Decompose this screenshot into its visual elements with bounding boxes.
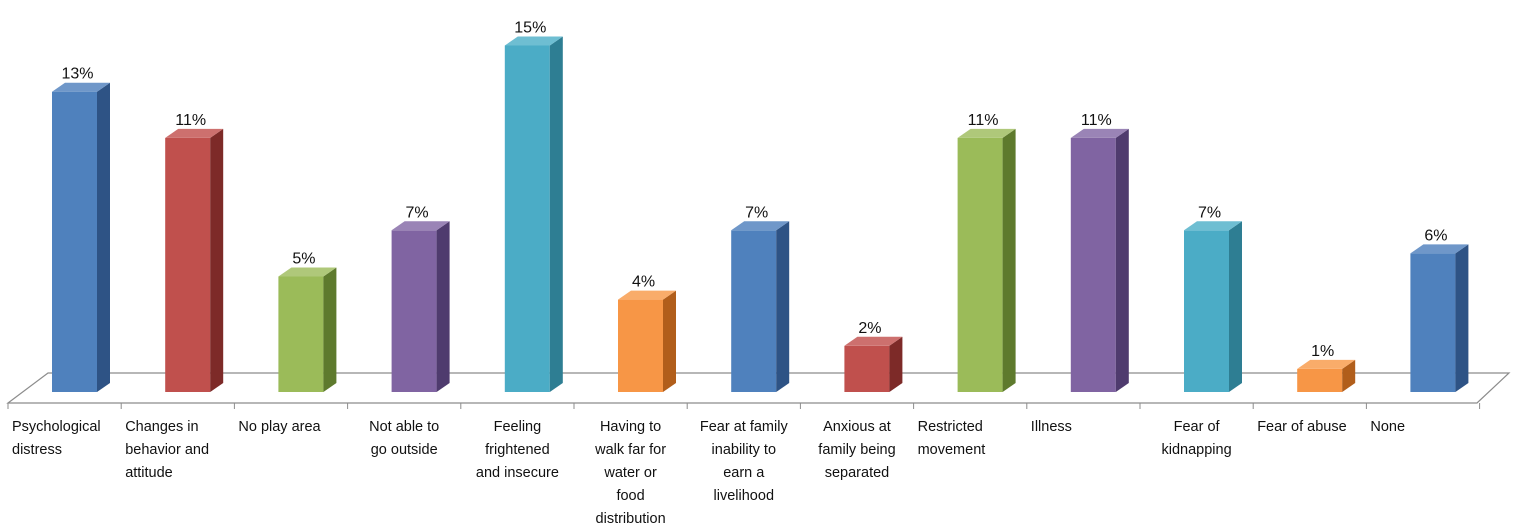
bar-front xyxy=(391,230,437,392)
bar-front xyxy=(165,137,211,392)
bar-top xyxy=(1297,359,1356,369)
category-label: Illness xyxy=(1030,419,1072,435)
bar-top xyxy=(844,336,903,346)
bar-front xyxy=(1410,253,1456,392)
data-label: 11% xyxy=(1081,112,1112,129)
bar-side xyxy=(1455,244,1469,392)
bar-top xyxy=(1184,221,1242,231)
bar-front xyxy=(1070,137,1116,392)
bar xyxy=(1297,359,1356,392)
data-label: 13% xyxy=(61,66,93,83)
bar-top xyxy=(52,82,110,92)
bar-side xyxy=(1115,128,1129,392)
data-label: 11% xyxy=(175,112,206,129)
bar-side xyxy=(1002,128,1016,392)
category-label: Anxious at family being separated xyxy=(818,419,896,481)
data-label: 1% xyxy=(1311,343,1334,360)
bar-side xyxy=(97,82,110,392)
bar-front xyxy=(844,345,890,392)
category-label: Fear at family inability to earn a livel… xyxy=(699,419,788,504)
category-label: None xyxy=(1370,419,1406,435)
bar-top xyxy=(278,267,337,277)
bar-front xyxy=(957,137,1003,392)
bar-side xyxy=(889,336,903,392)
category-label: No play area xyxy=(238,419,321,435)
bar-front xyxy=(52,91,97,392)
data-label: 2% xyxy=(858,320,881,337)
bar-side xyxy=(323,267,337,392)
category-label: Fear of abuse xyxy=(1257,419,1347,435)
category-label: Having to walk far for water or food dis… xyxy=(595,419,667,527)
bar-side xyxy=(436,221,450,392)
bar xyxy=(391,221,450,392)
bar xyxy=(1410,244,1469,392)
data-label: 11% xyxy=(968,112,999,129)
value-labels-group: 13% 11% 5% 7% 15% 4% 7% 2% 11% 11% 7% 1% 6% xyxy=(61,20,1447,360)
category-label: Restricted movement xyxy=(917,419,986,458)
bar-top xyxy=(618,290,676,300)
bar-top xyxy=(504,36,563,46)
bar-top xyxy=(391,221,450,231)
category-label: Psychological distress xyxy=(12,419,101,458)
bar-side xyxy=(210,128,224,392)
bar-side xyxy=(1229,221,1242,392)
category-label: Feeling frightened and insecure xyxy=(475,419,559,481)
bar-side xyxy=(776,221,790,392)
bar-front xyxy=(1297,368,1343,392)
data-label: 4% xyxy=(632,274,655,291)
data-label: 7% xyxy=(406,204,429,221)
bar-top xyxy=(731,221,790,231)
data-label: 15% xyxy=(514,20,546,37)
bar-side xyxy=(663,290,676,392)
data-label: 6% xyxy=(1424,227,1447,244)
bar-side xyxy=(1342,359,1356,392)
data-label: 7% xyxy=(1198,204,1221,221)
bar-front xyxy=(1184,230,1229,392)
bar-front xyxy=(504,45,550,392)
bar-side xyxy=(549,36,563,392)
bar xyxy=(504,36,563,392)
category-label: Changes in behavior and attitude xyxy=(125,419,210,481)
bar xyxy=(1070,128,1129,392)
bar-top xyxy=(165,128,224,138)
bar xyxy=(618,290,676,392)
bar xyxy=(165,128,224,392)
bar-top xyxy=(957,128,1016,138)
data-label: 7% xyxy=(745,204,768,221)
bar-front xyxy=(278,276,324,392)
bar xyxy=(1184,221,1242,392)
bar-front xyxy=(731,230,777,392)
bar xyxy=(731,221,790,392)
category-label: Not able to go outside xyxy=(369,419,440,458)
bar-top xyxy=(1410,244,1469,254)
data-label: 5% xyxy=(292,251,315,268)
bars-group xyxy=(52,36,1469,392)
bar xyxy=(278,267,337,392)
bar xyxy=(957,128,1016,392)
bar-top xyxy=(1070,128,1129,138)
bar xyxy=(52,82,110,392)
bar-front xyxy=(618,299,663,392)
category-label: Fear of kidnapping xyxy=(1161,419,1232,458)
bar xyxy=(844,336,903,392)
